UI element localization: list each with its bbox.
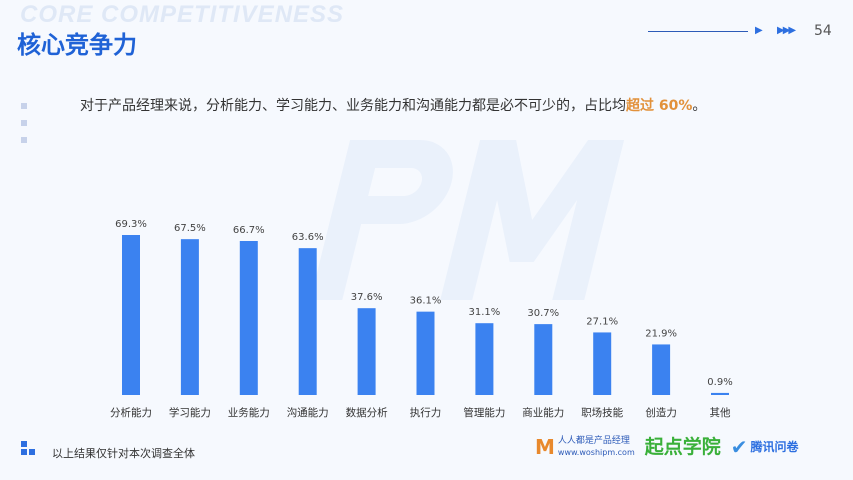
- bar: [534, 324, 553, 395]
- category-label: 学习能力: [169, 406, 211, 419]
- tencent-logo: ✔ 腾讯问卷: [730, 435, 799, 459]
- category-label: 业务能力: [228, 406, 270, 419]
- watermark-letter-m: [440, 140, 625, 300]
- triple-arrow-icon: ▶▶▶: [777, 25, 796, 36]
- bullet-square: [21, 137, 27, 143]
- category-label: 创造力: [645, 406, 677, 419]
- data-label: 0.9%: [707, 377, 732, 388]
- data-label: 66.7%: [233, 225, 265, 236]
- intro-end: 。: [692, 98, 707, 114]
- category-label: 管理能力: [463, 406, 505, 419]
- footer-square: [29, 449, 35, 455]
- category-label: 分析能力: [110, 406, 152, 419]
- page-number: 54: [814, 23, 832, 39]
- intro-highlight: 超过 60%: [626, 98, 693, 114]
- bar: [122, 235, 140, 395]
- bar: [711, 392, 729, 395]
- intro-main: 对于产品经理来说，分析能力、学习能力、业务能力和沟通能力都是必不可少的，占比均: [80, 98, 626, 114]
- bar: [475, 323, 494, 395]
- qidian-logo: 起点学院: [644, 436, 721, 458]
- data-label: 21.9%: [645, 328, 677, 339]
- watermark-letter-p: [310, 140, 453, 300]
- category-label: 执行力: [410, 406, 442, 419]
- data-label: 30.7%: [527, 308, 559, 319]
- data-label: 63.6%: [292, 232, 324, 243]
- logo-bar: M 人人都是产品经理 www.woshipm.com 起点学院 ✔ 腾讯问卷: [535, 436, 799, 458]
- background-title-english: CORE COMPETITIVENESS: [20, 1, 345, 28]
- intro-text: 对于产品经理来说，分析能力、学习能力、业务能力和沟通能力都是必不可少的，占比均超…: [80, 97, 706, 115]
- bar: [593, 332, 612, 395]
- data-label: 69.3%: [115, 219, 147, 230]
- bar-chart: 69.3% 分析能力 67.5% 学习能力 66.7% 业务能力 63.6% 沟通能力 37.6…: [110, 219, 733, 419]
- bar: [239, 241, 258, 395]
- data-label: 36.1%: [410, 296, 442, 307]
- bar: [298, 248, 317, 395]
- data-label: 67.5%: [174, 223, 206, 234]
- footer-note: 以上结果仅针对本次调查全体: [52, 447, 195, 460]
- category-label: 职场技能: [581, 406, 623, 419]
- footer-square: [21, 449, 27, 455]
- woshipm-logo: M 人人都是产品经理 www.woshipm.com: [535, 435, 635, 459]
- data-label: 31.1%: [469, 307, 501, 318]
- bar: [357, 308, 376, 395]
- bullet-square: [21, 120, 27, 126]
- category-label: 数据分析: [346, 406, 388, 419]
- category-label: 商业能力: [522, 406, 564, 419]
- bullet-square: [21, 103, 27, 109]
- footer-square: [21, 441, 27, 447]
- bar: [652, 344, 671, 395]
- bar: [180, 239, 199, 395]
- data-label: 27.1%: [586, 316, 618, 327]
- page-title: 核心竞争力: [17, 31, 137, 59]
- header-divider: [648, 31, 748, 32]
- data-label: 37.6%: [351, 292, 383, 303]
- category-label: 其他: [710, 406, 731, 419]
- bar: [416, 311, 435, 395]
- category-label: 沟通能力: [287, 406, 329, 419]
- arrow-icon: ▶: [755, 25, 763, 36]
